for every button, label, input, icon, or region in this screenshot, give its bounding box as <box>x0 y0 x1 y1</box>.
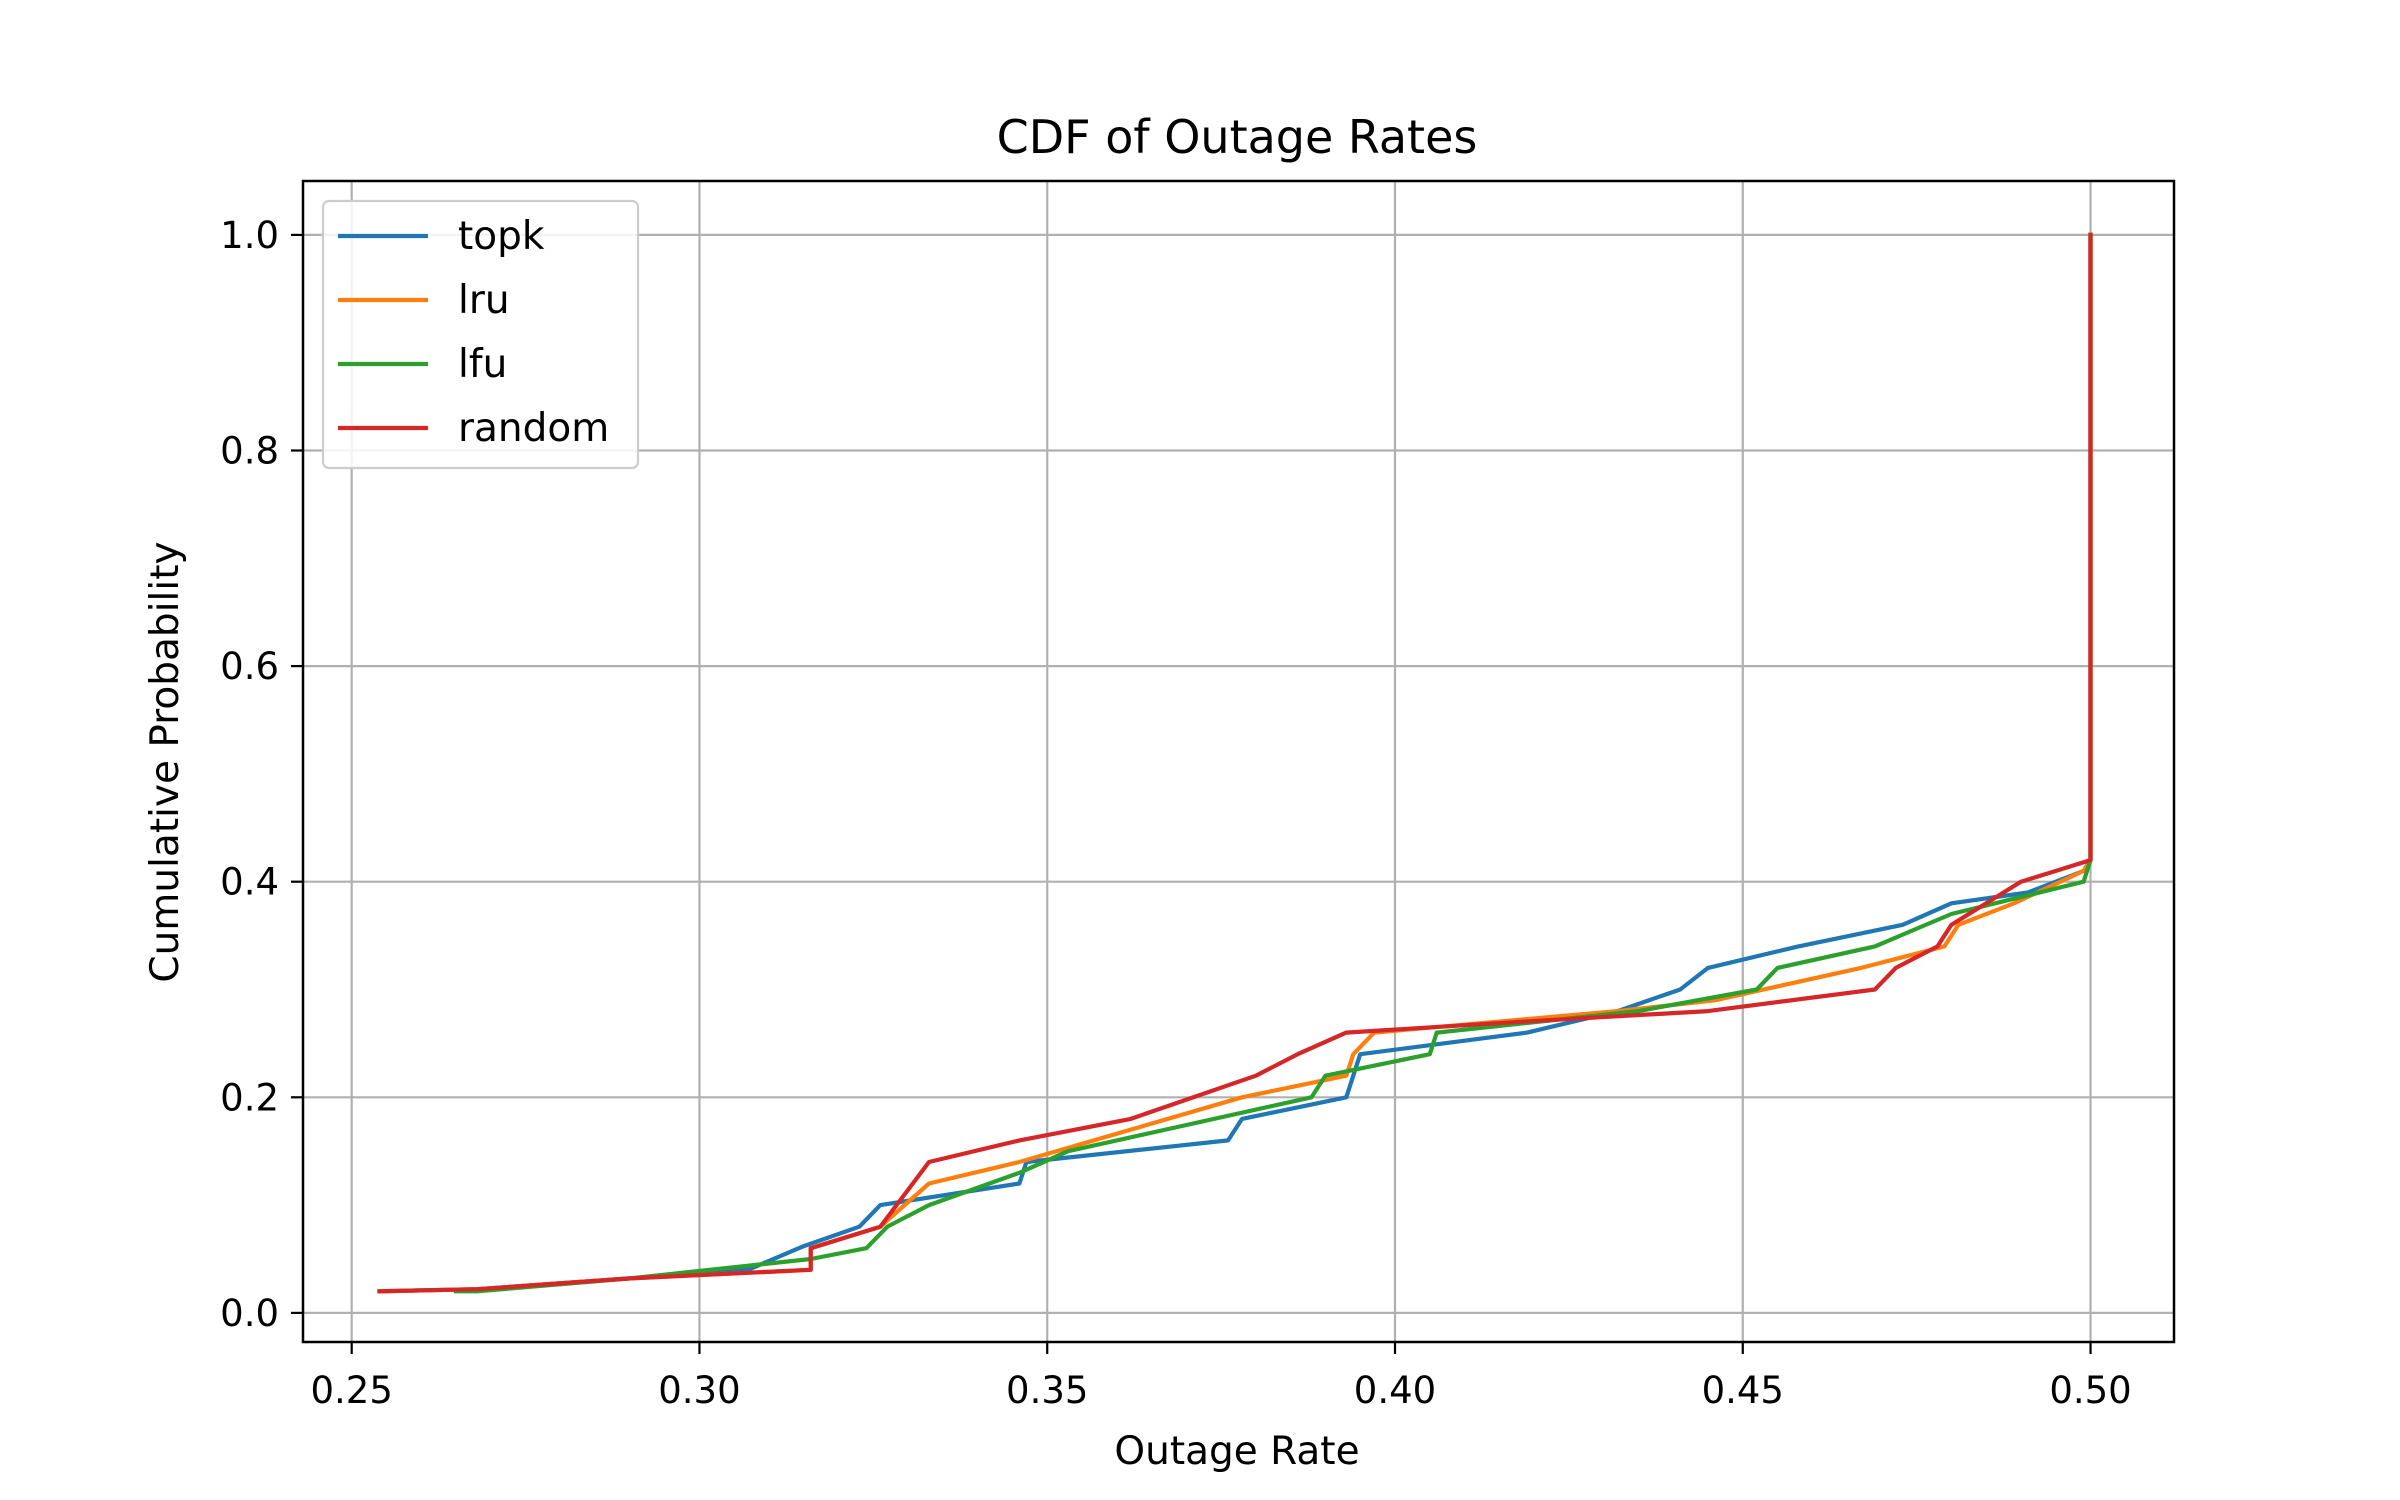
x-tick-label: 0.30 <box>658 1369 740 1412</box>
legend-label-lru: lru <box>458 278 510 323</box>
x-tick-label: 0.25 <box>310 1369 392 1412</box>
legend-label-lfu: lfu <box>458 342 507 387</box>
grid <box>303 181 2174 1342</box>
series-lines <box>377 232 2093 1294</box>
legend-label-topk: topk <box>458 214 545 259</box>
y-tick-label: 0.8 <box>220 429 279 472</box>
y-tick-label: 0.0 <box>220 1292 279 1335</box>
legend-box <box>321 199 640 470</box>
y-tick-label: 0.6 <box>220 645 279 688</box>
plot-frame <box>301 179 2176 1344</box>
series-line-lfu <box>453 232 2093 1294</box>
y-tick-label: 0.4 <box>220 861 279 904</box>
legend-label-random: random <box>458 406 609 451</box>
x-axis-title: Outage Rate <box>1114 1429 1359 1474</box>
x-tick-label: 0.50 <box>2049 1369 2131 1412</box>
chart-title: CDF of Outage Rates <box>997 110 1478 164</box>
x-tick-label: 0.35 <box>1006 1369 1088 1412</box>
y-tick-label: 0.2 <box>220 1076 279 1119</box>
y-axis-title: Cumulative Probability <box>143 541 188 982</box>
axis-ticks: 0.25 0.30 0.35 0.40 0.45 0.50 0.0 0.2 0.4 0.6 0.8 1… <box>220 214 2132 1412</box>
x-tick-label: 0.45 <box>1702 1369 1784 1412</box>
legend: topk lru lfu random <box>321 199 640 470</box>
series-line-topk <box>377 232 2093 1294</box>
x-tick-label: 0.40 <box>1354 1369 1436 1412</box>
series-line-random <box>377 232 2093 1294</box>
y-tick-label: 1.0 <box>220 214 279 257</box>
